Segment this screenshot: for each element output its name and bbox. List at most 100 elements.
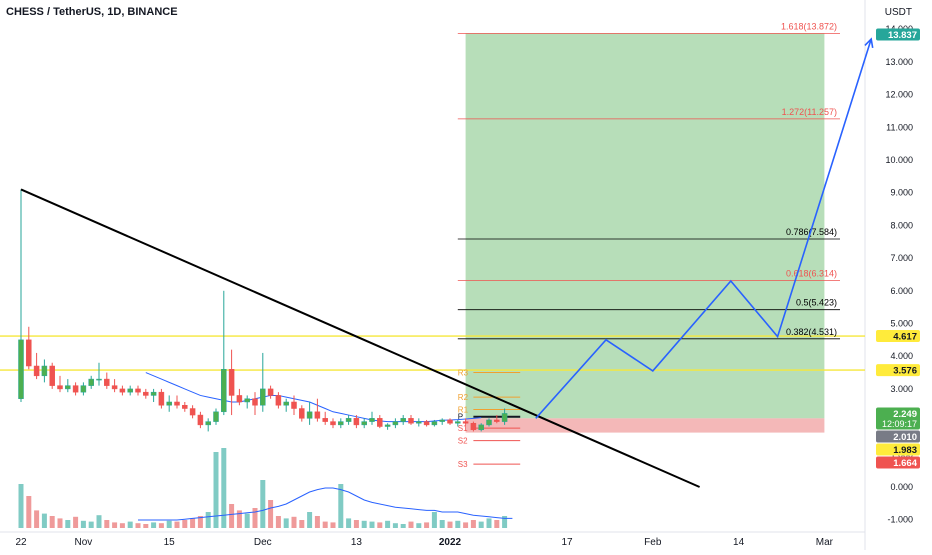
candle-body <box>501 413 508 422</box>
volume-bar <box>127 521 133 528</box>
volume-bar <box>299 520 305 528</box>
volume-bar <box>151 522 157 528</box>
candle-body <box>275 395 282 406</box>
volume-bar <box>88 521 94 528</box>
volume-bar <box>361 520 367 528</box>
candle-body <box>299 408 305 419</box>
candle-body <box>408 418 414 424</box>
candles <box>18 189 508 432</box>
x-tick-label: 14 <box>733 537 745 548</box>
chart-title: CHESS / TetherUS, 1D, BINANCE <box>6 6 178 18</box>
price-badge-label: 13.837 <box>888 30 917 41</box>
volume-bar <box>96 515 102 528</box>
candle-body <box>65 385 71 390</box>
volume-bar <box>80 520 86 528</box>
pivot-label: P <box>458 413 463 422</box>
y-tick-label: 7.000 <box>890 253 913 263</box>
price-badge <box>876 443 920 456</box>
volume-bar <box>291 516 297 528</box>
candle-body <box>416 421 422 424</box>
volume-bar <box>244 513 250 528</box>
candle-body <box>392 421 399 426</box>
y-tick-label: 0.000 <box>890 482 913 492</box>
candle-body <box>322 418 328 422</box>
candle-body <box>72 385 79 393</box>
volume-bar <box>205 512 211 528</box>
volume-bar <box>221 448 227 528</box>
volume-bar <box>104 520 110 528</box>
y-tick-label: 6.000 <box>890 286 913 296</box>
y-tick-label: 5.000 <box>890 319 913 329</box>
volume-bar <box>119 523 125 528</box>
candle-body <box>353 418 360 426</box>
volume-bar <box>486 518 492 528</box>
grid-lines <box>0 0 866 550</box>
candle-body <box>174 401 180 406</box>
volume-bar <box>18 484 24 528</box>
volume-bar <box>73 516 79 528</box>
volume-bar <box>229 504 235 528</box>
volume-bar <box>478 521 484 528</box>
volume-bar <box>268 500 274 528</box>
x-tick-label: 22 <box>15 537 27 548</box>
candle-body <box>494 419 500 422</box>
candle-body <box>166 401 172 406</box>
candle-body <box>478 424 484 431</box>
volume-bar <box>408 521 414 528</box>
price-badge-label: 1.664 <box>893 458 917 469</box>
candle-body <box>127 388 133 393</box>
volume-bar <box>112 522 118 528</box>
volume-bar <box>275 516 281 528</box>
candle-body <box>182 405 188 409</box>
countdown-label: 12:09:17 <box>882 419 917 429</box>
candle-body <box>228 369 235 396</box>
candle-body <box>330 421 336 426</box>
candle-body <box>96 378 102 381</box>
volume-bar <box>260 480 266 528</box>
x-tick-label: Mar <box>816 537 834 548</box>
price-ma-line <box>145 372 482 423</box>
candle-body <box>283 401 289 406</box>
volume-bar <box>213 452 219 528</box>
candle-body <box>80 385 87 393</box>
candle-body <box>345 418 352 422</box>
volume-bar <box>377 522 383 528</box>
candle-body <box>400 418 406 422</box>
price-badge-label: 2.010 <box>893 432 917 443</box>
volume-bar <box>182 520 188 528</box>
candle-body <box>18 339 24 399</box>
candle-body <box>486 419 492 426</box>
fib-level-label: 0.786(7.584) <box>786 227 837 237</box>
candle-body <box>41 365 48 377</box>
candle-body <box>455 421 461 424</box>
y-tick-label: 8.000 <box>890 220 913 230</box>
candle-body <box>104 378 110 386</box>
candle-body <box>189 408 196 416</box>
candle-body <box>158 391 165 406</box>
candle-body <box>384 424 391 427</box>
y-tick-label: 9.000 <box>890 188 913 198</box>
volume-bar <box>353 520 359 528</box>
candle-body <box>377 418 383 427</box>
currency-label: USDT <box>885 7 912 18</box>
candle-body <box>267 388 274 396</box>
candle-body <box>88 378 94 386</box>
volume-bar <box>65 520 71 528</box>
fib-level-label: 0.618(6.314) <box>786 269 837 279</box>
loss-zone <box>465 418 825 433</box>
volume-bar <box>252 508 258 528</box>
candle-body <box>33 365 40 377</box>
price-badge-label: 3.576 <box>893 366 917 377</box>
volume-bar <box>494 520 500 528</box>
x-tick-label: Nov <box>75 537 93 548</box>
candle-body <box>119 388 126 393</box>
volume-bar <box>447 521 453 528</box>
price-badge <box>876 456 920 469</box>
x-tick-label: 17 <box>561 537 573 548</box>
price-badge <box>876 330 920 343</box>
candle-body <box>306 411 313 419</box>
candle-body <box>462 421 469 424</box>
